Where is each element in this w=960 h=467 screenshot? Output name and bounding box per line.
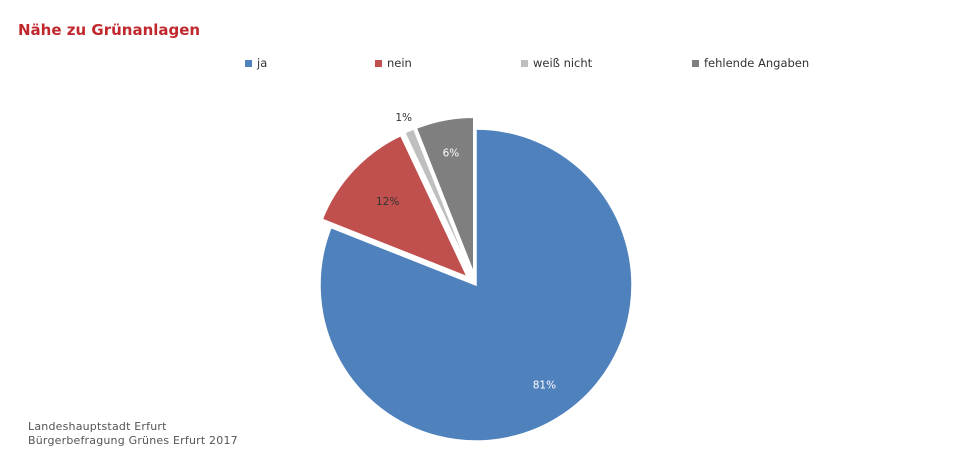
pie-slice-nein [321, 134, 469, 279]
footer-survey: Bürgerbefragung Grünes Erfurt 2017 [28, 434, 238, 447]
legend: ja nein weiß nicht fehlende Angaben [0, 56, 960, 72]
legend-label-ja: ja [257, 56, 268, 70]
legend-item-nein: nein [375, 56, 412, 70]
legend-swatch-nein [375, 59, 382, 67]
legend-swatch-fehlende-angaben [692, 59, 699, 67]
legend-label-fehlende-angaben: fehlende Angaben [704, 56, 810, 70]
legend-swatch-weiss-nicht [521, 59, 528, 67]
legend-item-ja: ja [245, 56, 267, 70]
legend-label-nein: nein [387, 56, 412, 70]
pie-label-fehlende-angaben: 6% [443, 148, 460, 160]
legend-item-fehlende-angaben: fehlende Angaben [692, 56, 809, 70]
footer-organization: Landeshauptstadt Erfurt [28, 420, 167, 433]
pie-label-weiss-nicht: 1% [395, 112, 412, 124]
pie-slice-fehlende-angaben [415, 116, 475, 274]
pie-label-nein: 12% [376, 196, 399, 208]
pie-slice-ja [319, 128, 633, 442]
chart-title: Nähe zu Grünanlagen [18, 21, 201, 39]
legend-label-weiss-nicht: weiß nicht [533, 56, 593, 70]
pie-label-ja: 81% [533, 380, 556, 392]
pie-slice-weiss-nicht [403, 127, 472, 275]
legend-swatch-ja [245, 59, 252, 67]
legend-item-weiss-nicht: weiß nicht [521, 56, 592, 70]
footer: Landeshauptstadt Erfurt Bürgerbefragung … [28, 420, 238, 448]
